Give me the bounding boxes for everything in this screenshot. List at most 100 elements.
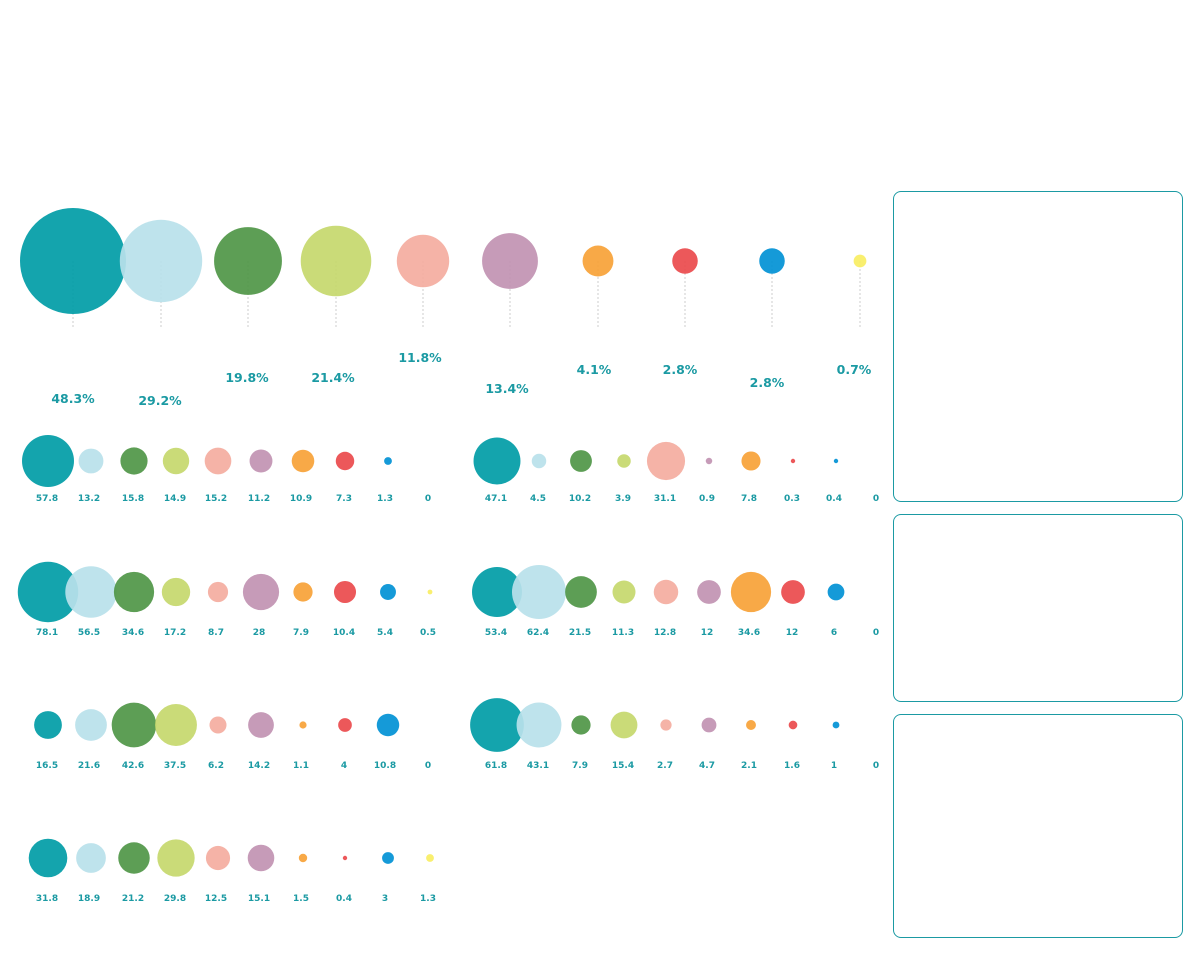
- row-bubble: [827, 583, 845, 601]
- row-bubble: [293, 582, 313, 602]
- row-value-label: 13.2: [78, 494, 100, 504]
- row-value-label: 3.9: [615, 494, 631, 504]
- row-bubble: [17, 561, 79, 623]
- row-bubble: [291, 449, 315, 473]
- row-value-label: 7.9: [293, 628, 309, 638]
- bubble-row: 16.5 21.6 42.6 37.5 6.2 14.2 1.1 4 10.8 0: [34, 702, 431, 771]
- row-bubble: [788, 720, 798, 730]
- row-value-label: 7.9: [572, 761, 588, 771]
- row-value-label: 31.1: [654, 494, 676, 504]
- row-bubble: [781, 580, 805, 604]
- row-value-label: 34.6: [738, 628, 760, 638]
- row-bubble: [833, 458, 839, 464]
- summary-bubble: [396, 234, 450, 288]
- row-bubble: [382, 852, 394, 864]
- row-value-label: 1.1: [293, 761, 309, 771]
- row-value-label: 1.3: [377, 494, 393, 504]
- row-bubble: [205, 845, 231, 871]
- row-value-label: 1.6: [784, 761, 800, 771]
- row-value-label: 61.8: [485, 761, 507, 771]
- row-bubble: [376, 713, 400, 737]
- row-value-label: 4.7: [699, 761, 715, 771]
- summary-label: 21.4%: [311, 370, 355, 385]
- row-value-label: 10.8: [374, 761, 396, 771]
- summary-bubble: [20, 208, 126, 314]
- row-value-label: 14.2: [248, 761, 270, 771]
- row-value-label: 10.9: [290, 494, 312, 504]
- row-value-label: 16.5: [36, 761, 58, 771]
- row-bubble: [120, 447, 148, 475]
- summary-bubbles: 48.3% 29.2% 19.8% 21.4% 11.8% 13.4% 4.1% 2.8% 2.…: [20, 208, 872, 408]
- row-value-label: 0: [873, 494, 879, 504]
- summary-label: 13.4%: [485, 381, 529, 396]
- row-value-label: 3: [382, 894, 388, 904]
- row-value-label: 0: [425, 761, 431, 771]
- row-bubble: [427, 589, 433, 595]
- summary-label: 2.8%: [663, 362, 698, 377]
- summary-bubble: [482, 233, 538, 289]
- row-bubble: [473, 437, 521, 485]
- summary-label: 4.1%: [577, 362, 612, 377]
- row-bubble: [617, 454, 631, 468]
- row-bubble: [157, 839, 195, 877]
- row-value-label: 62.4: [527, 628, 549, 638]
- row-value-label: 21.2: [122, 894, 144, 904]
- empty-panel-top: [893, 191, 1183, 502]
- row-bubble: [511, 564, 567, 620]
- row-bubble: [832, 721, 840, 729]
- row-bubble: [470, 698, 524, 752]
- row-bubble: [565, 576, 597, 608]
- summary-label: 19.8%: [225, 370, 269, 385]
- row-value-label: 1: [831, 761, 837, 771]
- row-value-label: 10.2: [569, 494, 591, 504]
- row-value-label: 6.2: [208, 761, 224, 771]
- row-value-label: 0.4: [826, 494, 842, 504]
- row-value-label: 29.8: [164, 894, 186, 904]
- row-value-label: 12.5: [205, 894, 227, 904]
- row-bubble: [697, 580, 721, 604]
- row-bubble: [531, 453, 547, 469]
- row-bubble: [111, 702, 157, 748]
- row-bubble: [646, 441, 686, 481]
- row-bubble: [570, 450, 592, 472]
- bubble-row: 57.8 13.2 15.8 14.9 15.2 11.2 10.9 7.3 1.3 0: [22, 435, 431, 504]
- row-bubble: [730, 571, 772, 613]
- row-bubble: [790, 458, 796, 464]
- row-value-label: 15.2: [205, 494, 227, 504]
- row-bubble: [705, 457, 713, 465]
- summary-label: 0.7%: [837, 362, 872, 377]
- row-value-label: 8.7: [208, 628, 224, 638]
- row-bubble: [204, 447, 232, 475]
- row-bubble: [249, 449, 273, 473]
- summary-bubble: [672, 248, 698, 274]
- row-bubble: [209, 716, 227, 734]
- row-bubble: [426, 854, 434, 862]
- row-value-label: 2.1: [741, 761, 757, 771]
- row-value-label: 34.6: [122, 628, 144, 638]
- row-bubble: [571, 715, 591, 735]
- row-value-label: 15.1: [248, 894, 270, 904]
- row-bubble: [338, 718, 352, 732]
- summary-bubble: [214, 227, 282, 295]
- row-value-label: 21.6: [78, 761, 100, 771]
- row-bubble: [113, 571, 155, 613]
- row-value-label: 4: [341, 761, 347, 771]
- summary-label: 29.2%: [138, 393, 182, 408]
- row-value-label: 11.3: [612, 628, 634, 638]
- row-value-label: 7.3: [336, 494, 352, 504]
- bubble-row: 53.4 62.4 21.5 11.3 12.8 12 34.6 12 6 0: [472, 564, 879, 638]
- row-bubble: [247, 844, 275, 872]
- row-value-label: 56.5: [78, 628, 100, 638]
- row-value-label: 0.5: [420, 628, 436, 638]
- row-value-label: 1.3: [420, 894, 436, 904]
- summary-label: 48.3%: [51, 391, 95, 406]
- row-bubble: [65, 566, 117, 618]
- row-value-label: 43.1: [527, 761, 549, 771]
- row-value-label: 17.2: [164, 628, 186, 638]
- row-bubble: [78, 448, 104, 474]
- bubble-row: 61.8 43.1 7.9 15.4 2.7 4.7 2.1 1.6 1 0: [470, 698, 879, 771]
- empty-panel-middle: [893, 514, 1183, 702]
- row-value-label: 0.9: [699, 494, 715, 504]
- small-multiple-rows: 57.8 13.2 15.8 14.9 15.2 11.2 10.9 7.3 1.3 0 47.1 4…: [17, 435, 879, 904]
